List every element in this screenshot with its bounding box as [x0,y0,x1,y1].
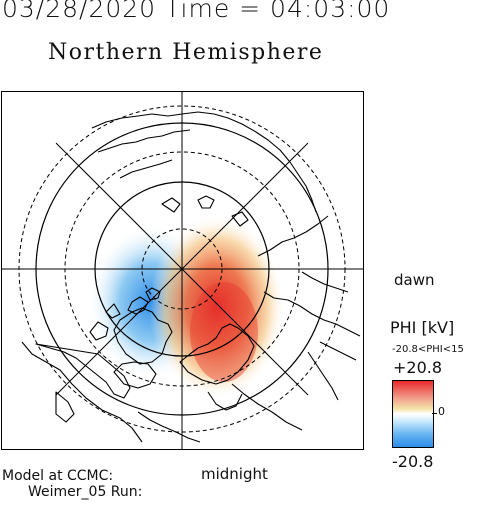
meridian-line [55,142,309,396]
polar-map [1,91,364,450]
colorbar-min-label: -20.8 [392,452,434,471]
colorbar-max-label: +20.8 [393,358,443,377]
colorbar-zero-tick [432,413,437,414]
colorbar-zero-label: 0 [438,405,445,418]
dawn-label: dawn [394,271,435,289]
model-credit-line2: Weimer_05 Run: [28,484,143,500]
continent-outlines [21,111,361,443]
model-credit-line1: Model at CCMC: [2,468,114,484]
colorbar-range: -20.8<PHI<15 [392,344,464,355]
datetime-title: 03/28/2020 Time = 04:03:00 [2,0,391,23]
hemisphere-title: Northern Hemisphere [48,40,324,65]
potential-positive-core [190,282,258,382]
midnight-label: midnight [201,465,268,483]
colorbar-title: PHI [kV] [390,318,455,337]
colorbar [392,380,434,448]
